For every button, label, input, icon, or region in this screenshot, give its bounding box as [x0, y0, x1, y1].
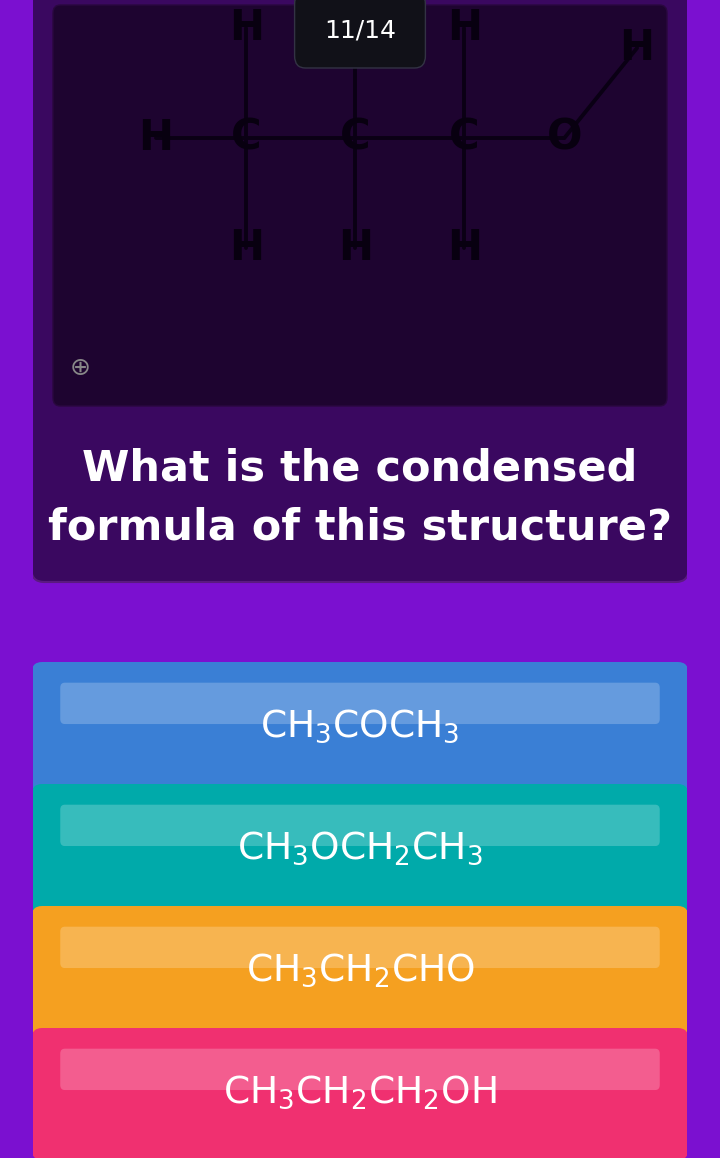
FancyBboxPatch shape [31, 784, 689, 916]
Text: $\mathregular{CH_3CH_2CH_2OH}$: $\mathregular{CH_3CH_2CH_2OH}$ [223, 1073, 497, 1111]
Text: O: O [546, 117, 582, 159]
Text: 11/14: 11/14 [324, 19, 396, 42]
FancyBboxPatch shape [60, 683, 660, 724]
Text: H: H [229, 227, 264, 269]
Text: H: H [338, 227, 373, 269]
Text: ⊕: ⊕ [70, 356, 91, 380]
Text: $\mathregular{CH_3COCH_3}$: $\mathregular{CH_3COCH_3}$ [260, 708, 460, 745]
FancyBboxPatch shape [60, 1049, 660, 1090]
FancyBboxPatch shape [53, 5, 667, 406]
Text: C: C [231, 117, 262, 159]
Text: $\mathregular{CH_3OCH_2CH_3}$: $\mathregular{CH_3OCH_2CH_3}$ [237, 829, 483, 867]
Text: H: H [229, 7, 264, 49]
Text: H: H [619, 27, 654, 69]
Text: H: H [138, 117, 173, 159]
FancyBboxPatch shape [35, 1082, 685, 1158]
Text: H: H [447, 227, 482, 269]
FancyBboxPatch shape [35, 716, 685, 797]
FancyBboxPatch shape [60, 805, 660, 846]
FancyBboxPatch shape [31, 0, 689, 582]
Text: C: C [449, 117, 480, 159]
FancyBboxPatch shape [60, 926, 660, 968]
Text: What is the condensed
formula of this structure?: What is the condensed formula of this st… [48, 448, 672, 548]
FancyBboxPatch shape [31, 1028, 689, 1158]
Text: H: H [447, 7, 482, 49]
FancyBboxPatch shape [31, 906, 689, 1038]
Text: C: C [340, 117, 371, 159]
Text: $\mathregular{CH_3CH_2CHO}$: $\mathregular{CH_3CH_2CHO}$ [246, 951, 474, 989]
FancyBboxPatch shape [31, 662, 689, 794]
Text: H: H [338, 7, 373, 49]
FancyBboxPatch shape [35, 959, 685, 1041]
FancyBboxPatch shape [35, 837, 685, 919]
FancyBboxPatch shape [294, 0, 426, 68]
